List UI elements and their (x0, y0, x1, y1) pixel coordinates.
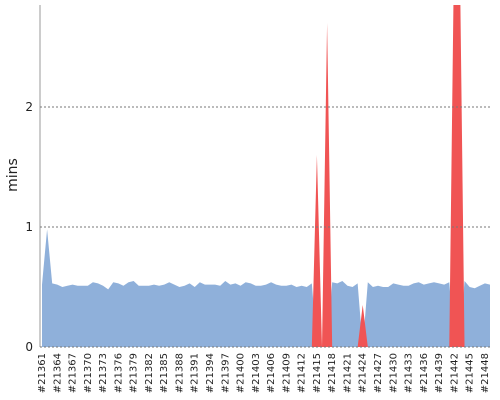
x-tick-label: #21394 (205, 353, 216, 393)
x-tick-label: #21364 (52, 353, 63, 393)
x-tick-label: #21421 (342, 353, 353, 393)
y-axis-label: mins (5, 158, 21, 192)
x-tick-label: #21427 (373, 353, 384, 393)
x-tick-label: #21418 (327, 353, 338, 393)
y-tick-label: 2 (25, 100, 33, 114)
x-tick-label: #21385 (159, 353, 170, 393)
x-tick-label: #21391 (190, 353, 201, 393)
x-tick-label: #21406 (266, 353, 277, 393)
x-tick-label: #21433 (404, 353, 415, 393)
x-tick-label: #21382 (144, 353, 155, 393)
x-tick-label: #21439 (434, 353, 445, 393)
x-tick-label: #21445 (465, 353, 476, 393)
x-tick-label: #21397 (220, 353, 231, 393)
area (42, 229, 490, 347)
x-tick-label: #21400 (236, 353, 247, 393)
x-tick-label: #21361 (37, 353, 48, 393)
x-tick-label: #21373 (98, 353, 109, 393)
y-tick-label: 1 (25, 220, 33, 234)
x-tick-label: #21376 (113, 353, 124, 393)
x-tick-label: #21409 (281, 353, 292, 393)
x-tick-label: #21379 (129, 353, 140, 393)
x-tick-label: #21403 (251, 353, 262, 393)
x-tick-label: #21388 (174, 353, 185, 393)
x-tick-label: #21367 (68, 353, 79, 393)
x-tick-label: #21370 (83, 353, 94, 393)
x-tick-label: #21430 (388, 353, 399, 393)
x-tick-label: #21412 (297, 353, 308, 393)
plot-area (42, 5, 490, 347)
x-tick-label: #21415 (312, 353, 323, 393)
x-tick-label: #21436 (419, 353, 430, 393)
y-tick-label: 0 (25, 340, 33, 354)
x-tick-label: #21424 (358, 353, 369, 393)
x-tick-label: #21448 (480, 353, 491, 393)
x-tick-label: #21442 (449, 353, 460, 393)
